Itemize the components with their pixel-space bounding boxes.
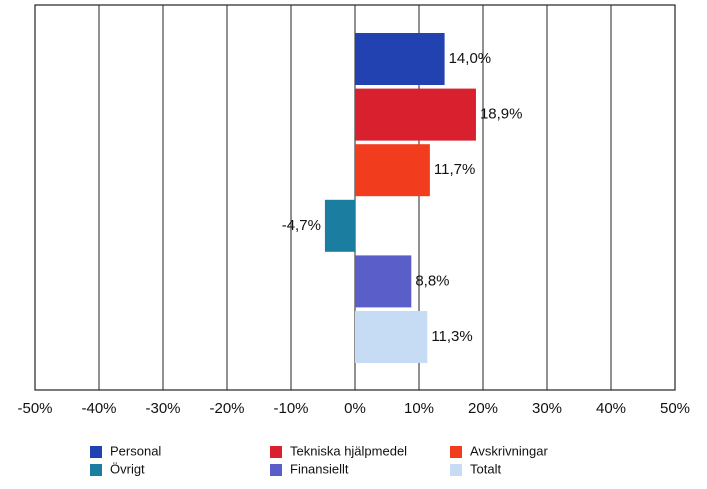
legend-label: Personal <box>110 443 161 458</box>
legend-label: Finansiellt <box>290 461 349 476</box>
x-tick-label: -30% <box>145 400 180 417</box>
value-label: 8,8% <box>415 272 449 289</box>
legend-label: Tekniska hjälpmedel <box>290 443 407 458</box>
bar <box>355 311 428 363</box>
x-tick-label: 40% <box>596 400 626 417</box>
bar <box>355 144 430 197</box>
x-tick-label: 30% <box>532 400 562 417</box>
value-label: 14,0% <box>449 50 492 67</box>
legend-label: Avskrivningar <box>470 443 548 458</box>
value-label: 18,9% <box>480 106 523 123</box>
legend-swatch <box>450 464 462 476</box>
plot-border <box>34 4 676 391</box>
x-tick-label: -20% <box>209 400 244 417</box>
x-tick-label: 50% <box>660 400 690 417</box>
legend-swatch <box>450 446 462 458</box>
value-label: 11,7% <box>434 161 475 178</box>
legend-swatch <box>270 446 282 458</box>
bar <box>324 199 355 252</box>
bar <box>355 88 476 141</box>
x-tick-label: -10% <box>273 400 308 417</box>
x-tick-label: -50% <box>17 400 52 417</box>
legend-swatch <box>90 464 102 476</box>
x-tick-label: 20% <box>468 400 498 417</box>
bar <box>355 33 445 85</box>
legend-label: Totalt <box>470 461 501 476</box>
x-tick-label: -40% <box>81 400 116 417</box>
bar <box>355 255 412 308</box>
x-tick-label: 0% <box>344 400 366 417</box>
value-label: 11,3% <box>431 328 472 345</box>
legend-swatch <box>90 446 102 458</box>
legend-swatch <box>270 464 282 476</box>
legend-label: Övrigt <box>110 461 145 476</box>
value-label: -4,7% <box>282 217 321 234</box>
x-tick-label: 10% <box>404 400 434 417</box>
